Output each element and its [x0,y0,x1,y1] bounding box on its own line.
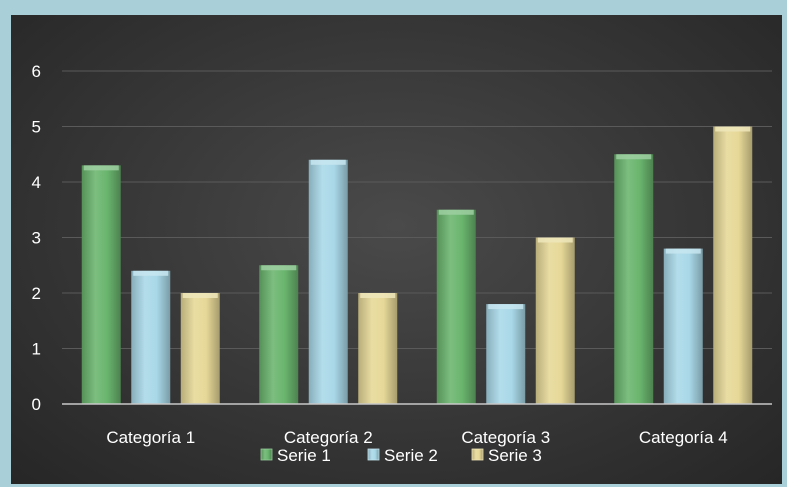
legend-label: Serie 3 [488,446,542,465]
legend-item: Serie 3 [471,446,542,465]
bar [131,270,171,404]
bar-highlight [133,270,169,276]
y-tick-label: 5 [32,118,41,137]
bar-highlight [310,159,346,165]
legend-item: Serie 2 [367,446,438,465]
bar [713,126,753,404]
bar-highlight [488,304,524,310]
bar [614,154,654,404]
category-label: Categoría 1 [106,428,195,447]
bar-highlight [665,248,701,254]
legend-swatch [260,448,273,461]
bar-highlight [537,237,573,243]
bar [308,159,348,404]
y-tick-label: 6 [32,62,41,81]
bar [535,237,575,404]
legend: Serie 1 Serie 2 Serie 3 [260,446,542,465]
bar-highlight [261,265,297,271]
bar-highlight [715,126,751,132]
bar-highlight [616,154,652,160]
category-label: Categoría 4 [639,428,728,447]
bar [81,165,121,404]
bar [486,304,526,404]
y-tick-label: 1 [32,340,41,359]
y-tick-label: 3 [32,229,41,248]
category-label: Categoría 2 [284,428,373,447]
bars [81,126,753,404]
legend-swatch [367,448,380,461]
bar [358,293,398,404]
y-axis: 0 1 2 3 4 5 6 [32,62,41,414]
legend-label: Serie 1 [277,446,331,465]
bar-highlight [360,293,396,298]
bar [180,293,220,404]
y-tick-label: 0 [32,395,41,414]
y-tick-label: 4 [32,173,41,192]
bar [436,209,476,404]
category-labels: Categoría 1 Categoría 2 Categoría 3 Categor… [106,428,727,447]
legend-item: Serie 1 [260,446,331,465]
y-tick-label: 2 [32,284,41,303]
bar-highlight [438,209,474,215]
bar-highlight [83,165,119,171]
category-label: Categoría 3 [461,428,550,447]
gridlines [62,70,772,349]
bar-highlight [182,293,218,298]
bar [259,265,299,404]
bar [663,248,703,404]
legend-swatch [471,448,484,461]
legend-label: Serie 2 [384,446,438,465]
